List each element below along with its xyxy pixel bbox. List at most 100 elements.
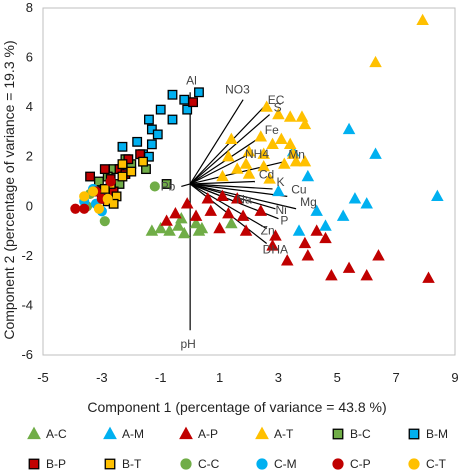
point-a-t [275,132,288,145]
legend-marker [27,426,41,440]
point-b-t [108,198,119,209]
loading-label: Zn [261,224,275,238]
point-a-m [272,184,285,197]
point-c-c [99,216,110,227]
loading-label: Pb [161,179,176,193]
point-a-m [301,169,315,182]
point-a-t [416,13,429,26]
loading-vector [189,183,276,210]
point-a-p [204,204,218,216]
loading-label: DHA [263,242,288,256]
point-a-p [236,209,250,221]
loading-vector [181,183,191,188]
point-b-m [146,139,157,150]
y-tick-label: -4 [21,297,33,312]
point-a-p [422,271,435,283]
loading-vector [189,183,267,230]
legend-marker [332,458,344,470]
y-tick-label: 8 [26,0,33,15]
series-a-m [272,122,444,236]
legend-label: B-P [46,457,66,471]
legend-marker [103,426,117,440]
point-a-p [372,249,385,261]
legend-item-c-m: C-M [256,457,297,471]
point-a-t [298,117,312,130]
loading-label: Mn [288,148,305,162]
point-a-t [257,159,270,172]
point-b-c [93,176,104,187]
tick-labels: -5 -3 -1 1 3 5 7 9 -6 -4 -2 0 2 4 6 8 [21,0,458,385]
loading-label: Cd [259,168,274,182]
legend-label: A-T [274,427,294,441]
legend-marker [256,458,268,470]
loading-vector [190,183,273,190]
x-tick-label: -3 [96,370,108,385]
point-a-p [239,224,253,236]
legend-item-a-t: A-T [255,426,294,441]
loading-label: EC [268,93,285,107]
plot-frame [42,7,456,356]
point-b-m [152,129,163,140]
legend-label: A-P [198,427,218,441]
point-a-p [298,236,312,249]
legend-marker [28,458,40,470]
loading-label: NH4 [245,147,269,161]
point-a-p [254,204,268,216]
point-a-t [257,147,270,159]
point-c-p [70,203,81,214]
legend-item-c-c: C-C [180,457,220,471]
y-axis-title: Component 2 (percentage of variance = 19… [1,40,17,339]
point-b-t [117,171,128,182]
legend-item-c-t: C-T [408,457,447,471]
y-tick-label: -6 [21,347,33,362]
point-a-c [154,221,167,234]
point-b-m [144,114,154,125]
point-a-p [230,192,244,204]
point-b-m [132,136,143,147]
point-c-t [102,193,113,204]
point-b-p [99,164,110,175]
legend-item-a-p: A-P [179,426,218,441]
legend-label: A-C [46,427,67,441]
series-a-t [216,13,429,184]
legend-label: B-M [426,427,448,441]
point-a-t [239,157,253,169]
point-b-t [126,166,137,177]
point-a-m [336,209,350,221]
point-b-m [194,87,204,98]
point-a-c [192,224,206,236]
legend-label: C-C [198,457,220,471]
x-tick-label: -5 [37,370,49,385]
data-points [70,13,444,283]
loading-label: P [280,214,288,228]
point-a-t [263,172,276,184]
x-tick-label: -1 [155,370,167,385]
loading-label: Al [186,73,197,87]
point-c-p [105,176,116,187]
point-a-t [254,130,268,142]
point-a-c [145,224,159,236]
x-axis-title: Component 1 (percentage of variance = 43… [87,399,386,415]
point-a-t [242,145,256,157]
y-tick-label: 4 [26,99,33,114]
point-a-t [222,150,235,162]
legend-marker [180,458,192,470]
x-tick-label: 5 [334,370,341,385]
point-a-t [272,107,285,120]
point-a-p [216,189,229,202]
point-a-p [201,192,215,204]
point-b-m [167,89,178,100]
point-c-t [87,186,99,197]
series-a-p [160,189,435,283]
legend-label: C-M [274,457,297,471]
legend-label: A-M [122,427,144,441]
y-tick-label: -2 [21,248,33,263]
legend-item-c-p: C-P [332,457,371,471]
point-a-c [225,216,238,229]
point-a-p [160,214,173,226]
x-tick-label: 7 [393,370,400,385]
loading-label: NO3 [225,83,250,97]
point-a-p [301,249,315,261]
y-tick-label: 0 [26,198,33,213]
loading-label: K [277,175,285,189]
